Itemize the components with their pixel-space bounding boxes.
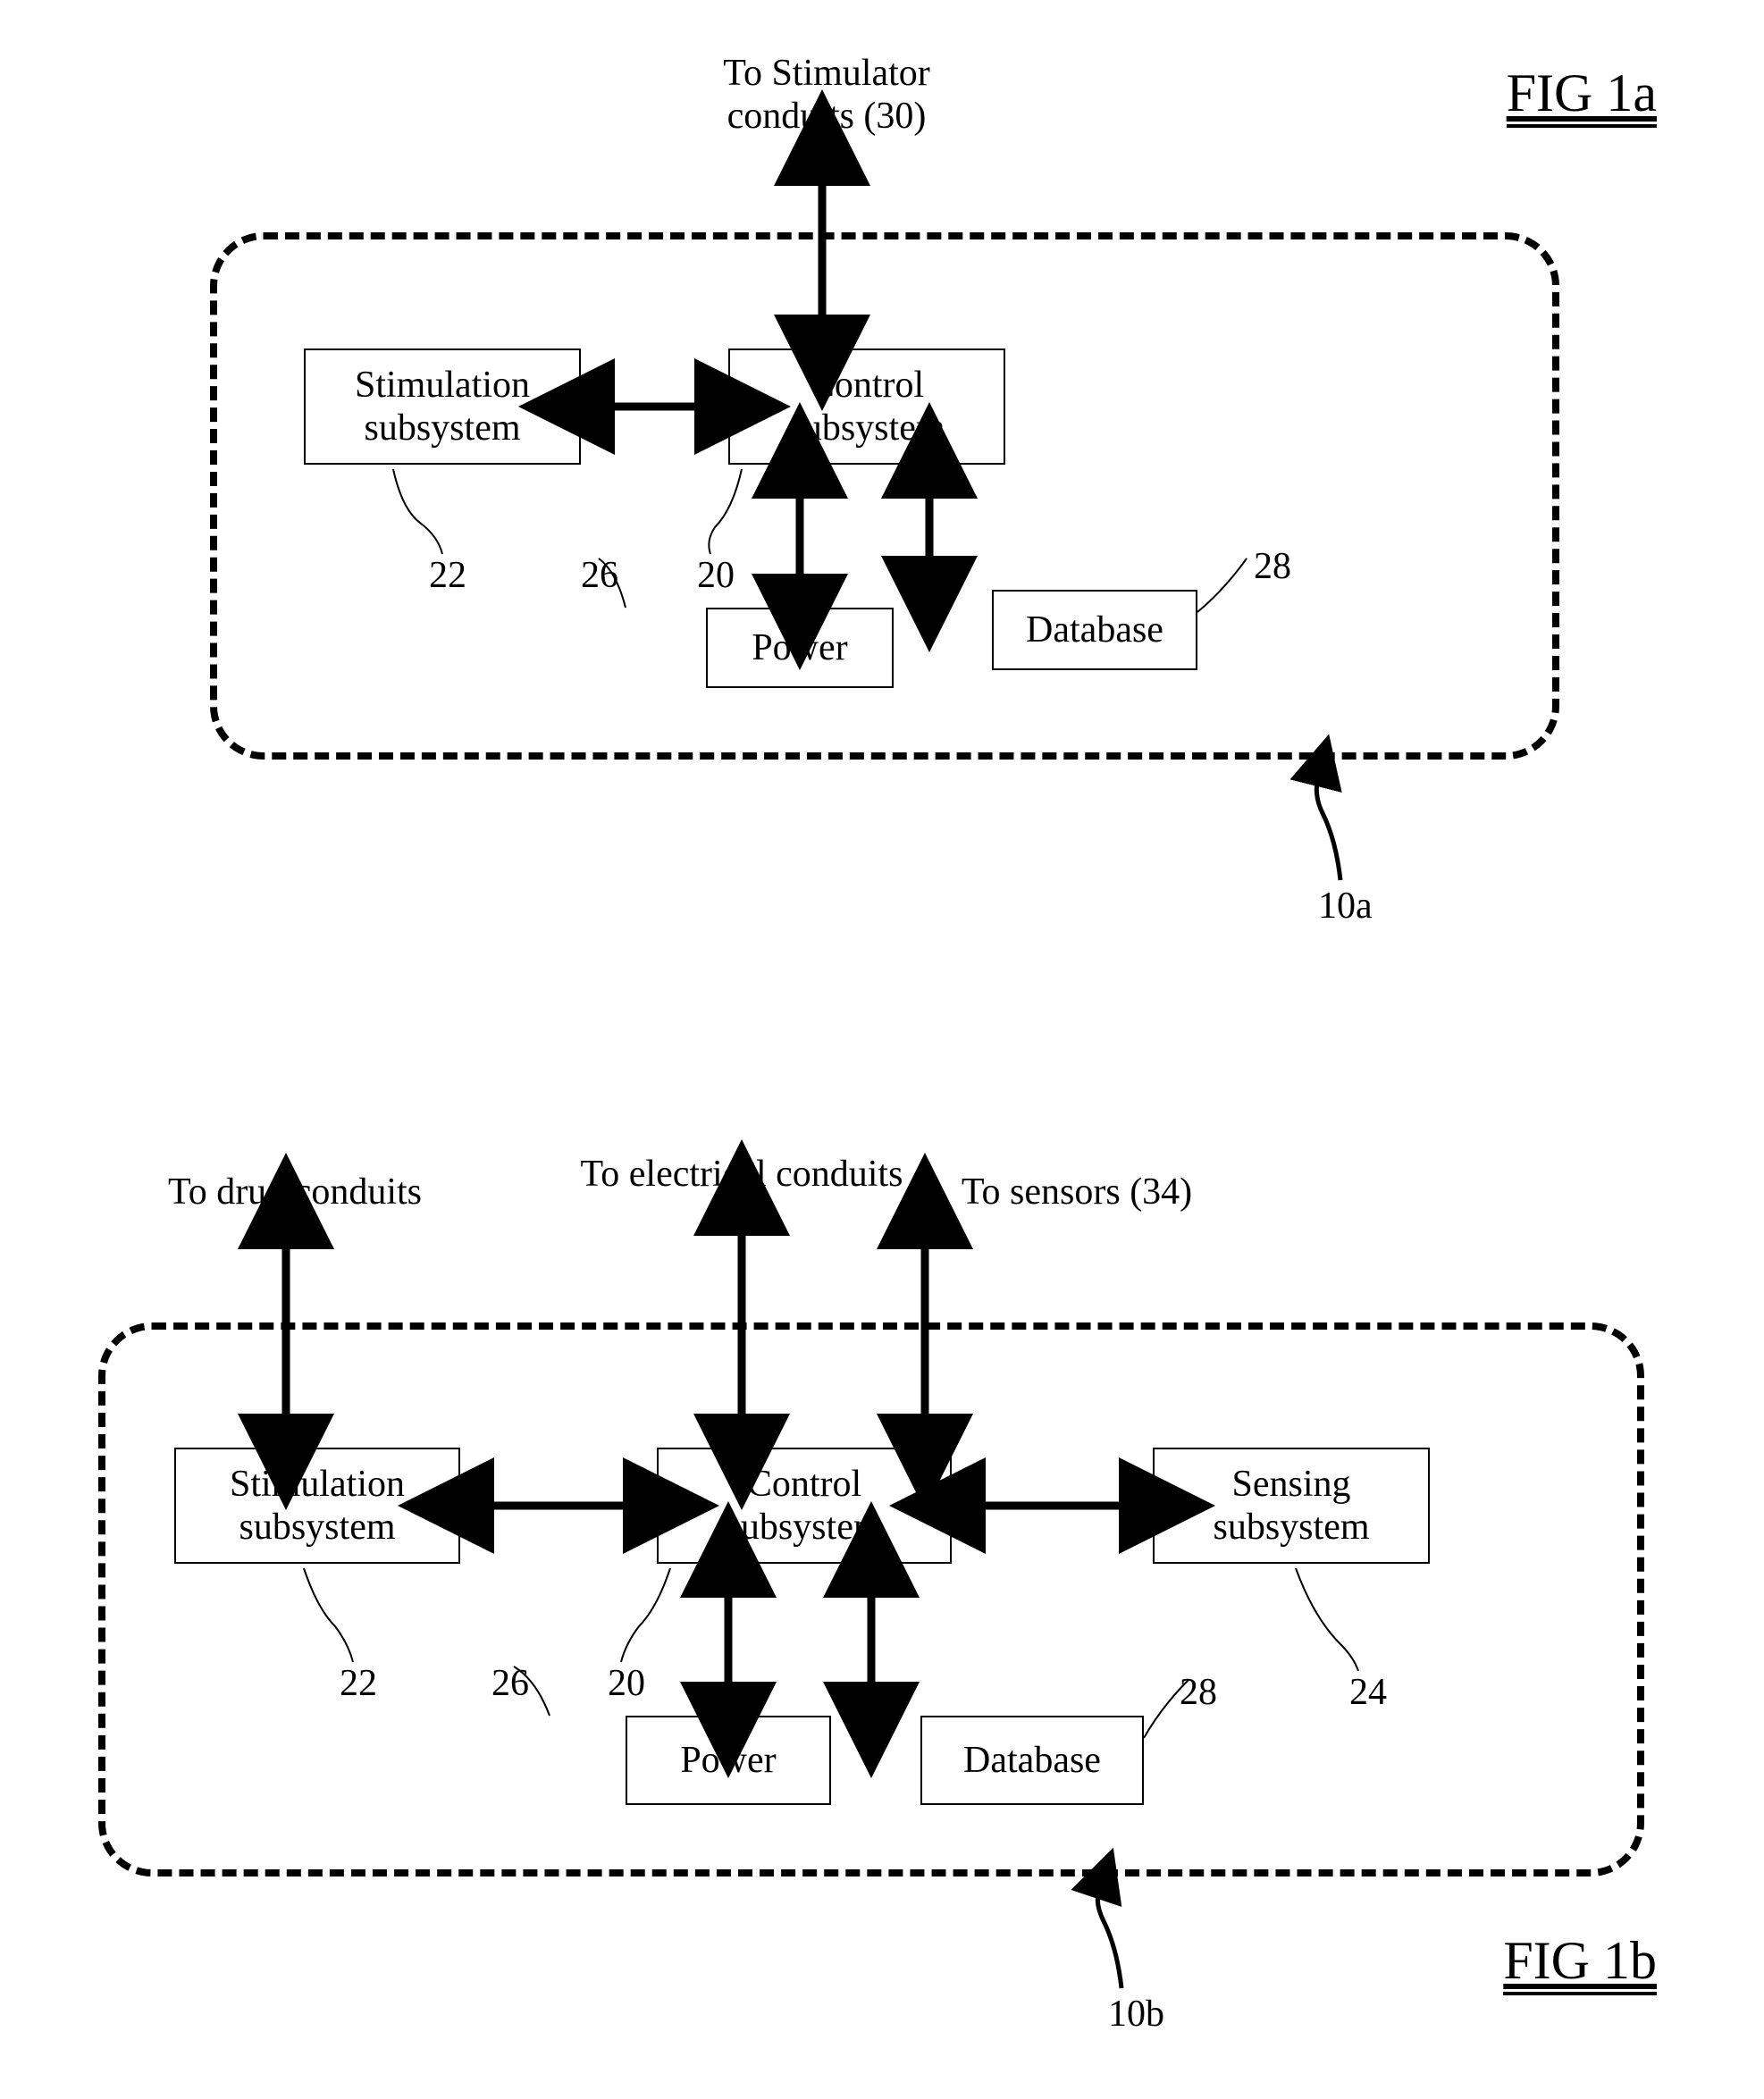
fig-1a-stimulation-box: Stimulation subsystem xyxy=(304,348,581,465)
ref-22b: 22 xyxy=(340,1662,377,1705)
ref-28b: 28 xyxy=(1180,1671,1217,1714)
fig-1b-control-box: Control subsystem xyxy=(657,1448,952,1564)
stimulation-line1: Stimulation xyxy=(355,364,530,407)
stimulation-line2: subsystem xyxy=(364,407,520,449)
ref-20b: 20 xyxy=(608,1662,645,1705)
sensing-line2: subsystem xyxy=(1213,1506,1369,1549)
external-line1: To Stimulator xyxy=(666,52,987,95)
page: FIG 1a To Stimulator conduits (30) Stimu… xyxy=(0,0,1764,2099)
fig-1b-title: FIG 1b xyxy=(1503,1930,1657,1995)
fig-1b-stimulation-box: Stimulation subsystem xyxy=(174,1448,460,1564)
database-label: Database xyxy=(1026,609,1163,651)
ref-20a: 20 xyxy=(697,554,735,597)
control-line1-b: Control xyxy=(747,1463,861,1506)
ref-22a: 22 xyxy=(429,554,466,597)
stimulation-line2-b: subsystem xyxy=(239,1506,395,1549)
fig-1a-database-box: Database xyxy=(992,590,1197,670)
fig-1b-container xyxy=(98,1322,1644,1877)
ref-10b: 10b xyxy=(1108,1993,1164,2036)
ref-28a: 28 xyxy=(1254,545,1291,588)
fig-1a-power-box: Power xyxy=(706,608,894,688)
database-label-b: Database xyxy=(963,1739,1101,1782)
power-label: Power xyxy=(752,626,847,669)
sensing-line1: Sensing xyxy=(1231,1463,1350,1506)
fig-1b-database-box: Database xyxy=(920,1716,1144,1805)
ref-26b: 26 xyxy=(491,1662,529,1705)
fig-1b-sensors-label: To sensors (34) xyxy=(916,1171,1238,1213)
fig-1b-power-box: Power xyxy=(626,1716,831,1805)
power-label-b: Power xyxy=(680,1739,776,1782)
external-line2: conduits (30) xyxy=(666,95,987,138)
fig-1b-electrical-label: To electrical conduits xyxy=(554,1153,929,1196)
stimulation-line1-b: Stimulation xyxy=(230,1463,405,1506)
control-line2: subsystem xyxy=(788,407,945,449)
fig-1a-external-label: To Stimulator conduits (30) xyxy=(666,52,987,138)
ref-10a: 10a xyxy=(1318,885,1373,928)
ref-24b: 24 xyxy=(1349,1671,1387,1714)
fig-1a-control-box: Control subsystem xyxy=(728,348,1005,465)
control-line2-b: subsystem xyxy=(726,1506,882,1549)
ref-26a: 26 xyxy=(581,554,618,597)
fig-1b-drug-label: To drug conduits xyxy=(125,1171,465,1213)
fig-1b-sensing-box: Sensing subsystem xyxy=(1153,1448,1430,1564)
fig-1a-title: FIG 1a xyxy=(1507,63,1657,128)
control-line1: Control xyxy=(810,364,924,407)
